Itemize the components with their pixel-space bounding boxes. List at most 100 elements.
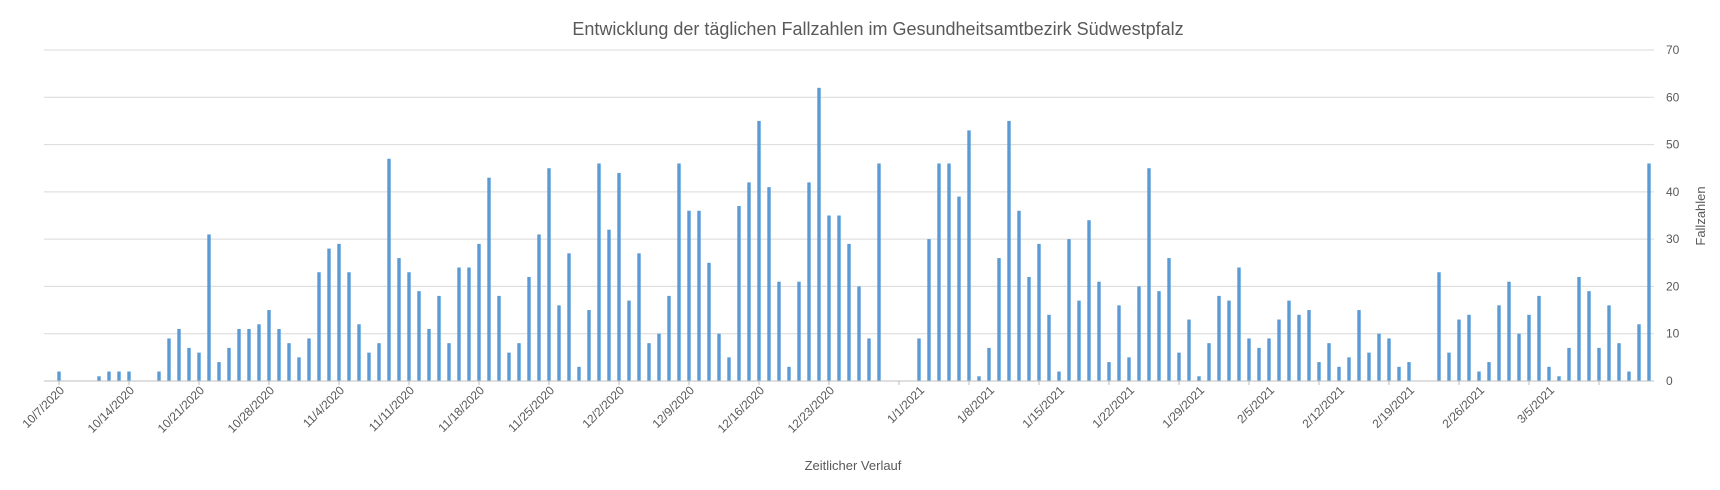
bar [1587, 291, 1591, 381]
bar [57, 371, 61, 381]
bar [657, 333, 661, 381]
bar [107, 371, 111, 381]
bar [227, 347, 231, 381]
bar [1547, 366, 1551, 381]
bar [1177, 352, 1181, 381]
bar [737, 206, 741, 381]
bar [337, 243, 341, 381]
x-tick-label: 2/19/2021 [1369, 383, 1417, 431]
x-tick-label: 2/12/2021 [1299, 383, 1347, 431]
bar [797, 281, 801, 381]
bar [697, 210, 701, 381]
bar [917, 338, 921, 381]
x-tick-label: 11/4/2020 [300, 383, 347, 430]
bar [157, 371, 161, 381]
bar [1227, 300, 1231, 381]
bar [1007, 120, 1011, 382]
bar [1277, 319, 1281, 381]
bar [367, 352, 371, 381]
bar [727, 357, 731, 381]
bar [1147, 168, 1151, 381]
bar [1387, 338, 1391, 381]
bar [1637, 324, 1641, 381]
bar [1297, 314, 1301, 381]
bar [637, 253, 641, 381]
bar [1167, 258, 1171, 381]
y-tick-label: 60 [1666, 90, 1680, 104]
x-tick-label: 1/1/2021 [884, 383, 927, 426]
bar [717, 333, 721, 381]
y-tick-label: 70 [1666, 43, 1680, 57]
bar [1437, 272, 1441, 381]
bar [817, 87, 821, 381]
bar [1467, 314, 1471, 381]
bar [287, 343, 291, 381]
bar [877, 163, 881, 381]
bar [487, 177, 491, 381]
bar [757, 120, 761, 382]
bar [777, 281, 781, 381]
x-tick-label: 2/5/2021 [1234, 383, 1277, 426]
bar [97, 376, 101, 381]
bar [177, 328, 181, 381]
bar [627, 300, 631, 381]
bar [207, 234, 211, 381]
x-tick-label: 10/21/2020 [155, 383, 208, 436]
bar [1567, 347, 1571, 381]
bar [1347, 357, 1351, 381]
bar [927, 239, 931, 381]
gridlines [44, 49, 1654, 335]
y-tick-label: 30 [1666, 232, 1680, 246]
bar [537, 234, 541, 381]
bar [967, 130, 971, 381]
bar [1607, 305, 1611, 381]
bar [1187, 319, 1191, 381]
bar [957, 196, 961, 381]
bar [167, 338, 171, 381]
bar [327, 248, 331, 381]
bar [247, 328, 251, 381]
bar [1207, 343, 1211, 381]
bar [557, 305, 561, 381]
x-tick-label: 1/29/2021 [1159, 383, 1207, 431]
bar [507, 352, 511, 381]
bar [217, 362, 221, 381]
bar [767, 187, 771, 381]
x-tick-label: 1/8/2021 [954, 383, 997, 426]
bar [827, 215, 831, 381]
bar [1067, 239, 1071, 381]
bar [517, 343, 521, 381]
x-tick-label: 10/28/2020 [225, 383, 278, 436]
bar [1517, 333, 1521, 381]
bar [1157, 291, 1161, 381]
y-tick-label: 50 [1666, 138, 1680, 152]
x-tick-label: 12/23/2020 [785, 383, 838, 436]
bar [1097, 281, 1101, 381]
bar [257, 324, 261, 381]
bar [1087, 220, 1091, 381]
bar [1407, 362, 1411, 381]
y-tick-label: 10 [1666, 327, 1680, 341]
bar [947, 163, 951, 381]
bar [1557, 376, 1561, 381]
bar [707, 262, 711, 381]
bar [1117, 305, 1121, 381]
bar [1017, 210, 1021, 381]
bar [687, 210, 691, 381]
bar [1257, 347, 1261, 381]
bar [1397, 366, 1401, 381]
bar [587, 310, 591, 381]
bar [987, 347, 991, 381]
bar [1037, 243, 1041, 381]
y-tick-label: 0 [1666, 374, 1673, 388]
bar [1127, 357, 1131, 381]
bar [1627, 371, 1631, 381]
x-tick-label: 3/5/2021 [1514, 383, 1557, 426]
bar [467, 267, 471, 381]
bar [1217, 295, 1221, 381]
bar [667, 295, 671, 381]
bar [187, 347, 191, 381]
bar [567, 253, 571, 381]
